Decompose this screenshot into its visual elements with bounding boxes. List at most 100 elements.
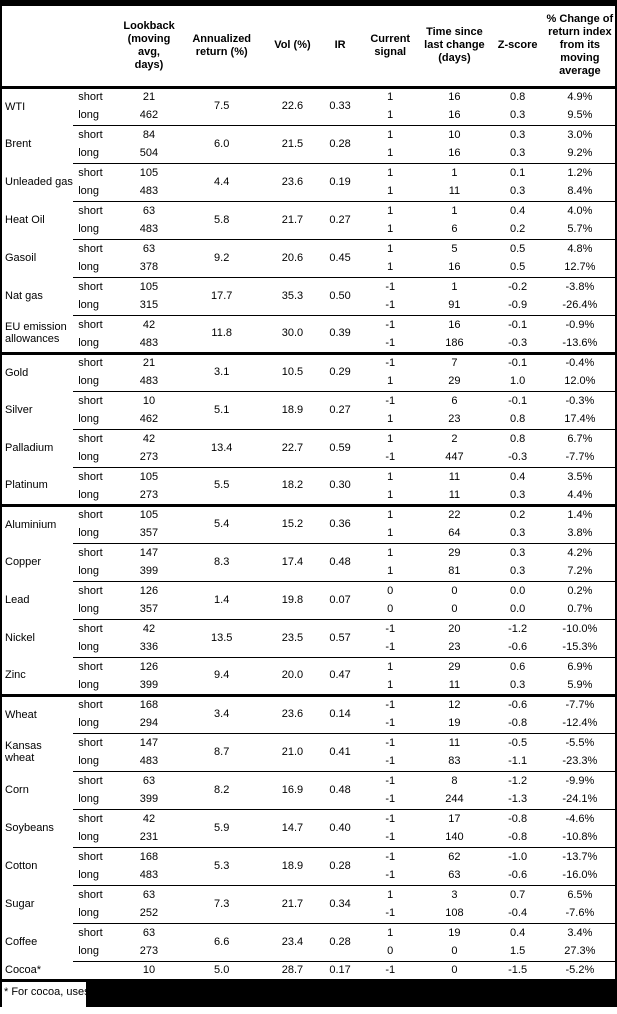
vol-value: 23.5 <box>266 618 318 657</box>
lookback-value: 378 <box>139 261 159 274</box>
lookback-value: 42 <box>121 428 177 448</box>
annualized-return-value: 9.4 <box>176 656 267 695</box>
signal-value: 1 <box>387 223 394 236</box>
signal-value: 1 <box>387 261 394 274</box>
leg-label: long <box>78 261 100 274</box>
lookback-value: 168 <box>121 693 177 714</box>
commodity-name: Gold <box>1 351 74 391</box>
col-header-pct-change: % Change of return index from its moving… <box>544 3 616 89</box>
commodity-name: Heat Oil <box>5 213 45 226</box>
signal-value: 0 <box>387 945 394 958</box>
time-since-value: 20 <box>418 618 491 638</box>
time-since-value: 1 <box>418 200 491 220</box>
z-score-value: 0.3 <box>509 565 526 578</box>
lookback-value: 315 <box>139 299 159 312</box>
time-since-value: 0 <box>451 945 458 958</box>
time-since-value: 16 <box>448 109 461 122</box>
col-header-vol: Vol (%) <box>266 3 318 89</box>
z-score-value: 0.5 <box>509 261 526 274</box>
pct-change-value: -13.6% <box>562 336 598 349</box>
z-score-value: 0.3 <box>509 488 526 501</box>
leg-label: short <box>73 351 122 372</box>
z-score-value: 0.2 <box>490 503 545 524</box>
commodity-name: Aluminium <box>1 503 74 543</box>
table-row: Heat Oil short 63 5.8 21.7 0.27 1 1 0.4 4.0% <box>1 200 616 239</box>
leg-label: long <box>78 907 100 920</box>
leg-label: short <box>73 162 122 182</box>
signal-value: 1 <box>362 466 419 486</box>
lookback-value: 273 <box>139 488 159 501</box>
header-row: Lookback (moving avg, days) Annualized r… <box>1 3 616 89</box>
lookback-value: 105 <box>121 466 177 486</box>
table-row: Lead short 126 1.4 19.8 0.07 0 0 0.0 0.2% <box>1 580 616 619</box>
leg-label: long <box>78 527 100 540</box>
commodity-name: Sugar <box>5 897 35 910</box>
leg-label: long <box>78 185 100 198</box>
col-header-z-score: Z-score <box>490 3 545 89</box>
leg-label: long <box>78 793 100 806</box>
table-row: Corn short 63 8.2 16.9 0.48 -1 8 -1.2 -9.9% <box>1 770 616 809</box>
annualized-return-value: 9.2 <box>176 238 267 277</box>
vol-value: 20.0 <box>266 656 318 695</box>
table-row: long 357 0 0 0.0 0.7% <box>1 600 616 619</box>
signal-value: 1 <box>362 922 419 942</box>
pct-change-value: -23.3% <box>562 755 598 768</box>
time-since-value: 0 <box>451 603 458 616</box>
annualized-return-value: 5.5 <box>176 466 267 505</box>
annualized-return-value: 6.6 <box>176 922 267 961</box>
annualized-return-value: 17.7 <box>176 276 267 315</box>
pct-change-value: -5.5% <box>544 732 616 752</box>
table-row: Zinc short 126 9.4 20.0 0.47 1 29 0.6 6.9% <box>1 656 616 695</box>
signal-value: 1 <box>362 884 419 904</box>
z-score-value: 0.6 <box>490 656 545 676</box>
ir-value: 0.30 <box>318 466 363 505</box>
table-row: Coffee short 63 6.6 23.4 0.28 1 19 0.4 3.4% <box>1 922 616 961</box>
table-row: long 315 -1 91 -0.9 -26.4% <box>1 296 616 315</box>
table-row: Silver short 10 5.1 18.9 0.27 -1 6 -0.1 -0.3% <box>1 390 616 429</box>
lookback-value: 399 <box>139 565 159 578</box>
lookback-value: 147 <box>121 732 177 752</box>
table-row: long 252 -1 108 -0.4 -7.6% <box>1 904 616 923</box>
table-row: long 483 1 11 0.3 8.4% <box>1 182 616 201</box>
signal-value: 1 <box>362 200 419 220</box>
pct-change-value: -4.6% <box>544 808 616 828</box>
leg-label: long <box>78 945 100 958</box>
time-since-value: 11 <box>448 185 461 198</box>
pct-change-value: 6.5% <box>544 884 616 904</box>
time-since-value: 12 <box>418 693 491 714</box>
z-score-value: 0.3 <box>490 124 545 144</box>
leg-label: short <box>73 693 122 714</box>
commodity-name: Kansas wheat <box>5 739 42 764</box>
pct-change-value: -13.7% <box>544 846 616 866</box>
signal-value: 1 <box>387 91 394 104</box>
pct-change-value: 3.5% <box>544 466 616 486</box>
z-score-value: 1.5 <box>509 945 526 958</box>
table-row: Kansas wheat short 147 8.7 21.0 0.41 -1 11 -0.5-… <box>1 732 616 771</box>
signal-value: -1 <box>362 770 419 790</box>
signal-value: -1 <box>362 314 419 334</box>
lookback-value: 105 <box>121 503 177 524</box>
vol-value: 35.3 <box>266 276 318 315</box>
pct-change-value: 7.2% <box>567 565 593 578</box>
leg-label: long <box>78 488 100 501</box>
z-score-value: -0.1 <box>490 351 545 372</box>
leg-label: short <box>73 732 122 752</box>
leg-label: long <box>78 641 100 654</box>
time-since-value: 186 <box>445 336 464 349</box>
lookback-value: 357 <box>139 527 159 540</box>
annualized-return-value: 4.4 <box>176 162 267 201</box>
z-score-value: 0.5 <box>490 238 545 258</box>
pct-change-value: -7.6% <box>565 907 595 920</box>
vol-value: 19.8 <box>266 580 318 619</box>
vol-value: 15.2 <box>266 503 318 543</box>
leg-label: short <box>73 846 122 866</box>
lookback-value: 42 <box>121 808 177 828</box>
lookback-value: 399 <box>139 793 159 806</box>
time-since-value: 6 <box>418 390 491 410</box>
z-score-value: 0.3 <box>490 542 545 562</box>
lookback-value: 10 <box>121 960 177 982</box>
lookback-value: 252 <box>139 907 159 920</box>
time-since-value: 140 <box>445 831 464 844</box>
annualized-return-value: 13.4 <box>176 428 267 467</box>
table-row: long 273 1 11 0.3 4.4% <box>1 486 616 505</box>
